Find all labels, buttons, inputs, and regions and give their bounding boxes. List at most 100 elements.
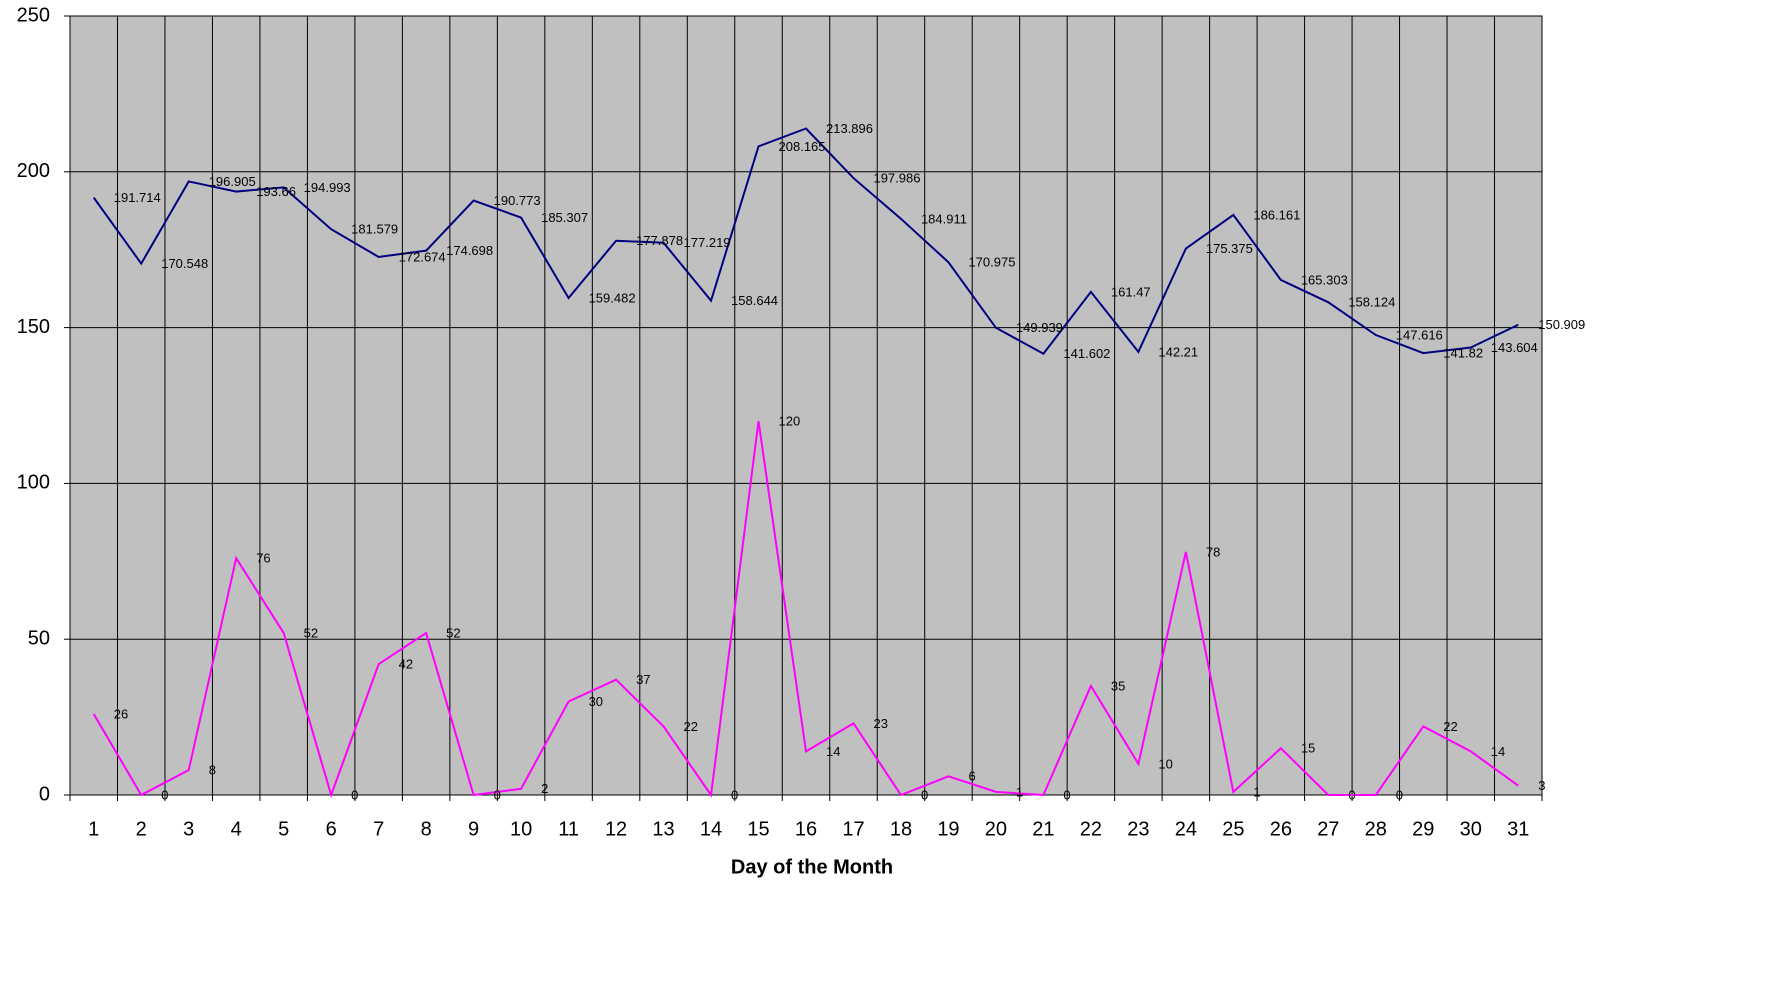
plot-area xyxy=(70,16,1542,795)
data-label: 2 xyxy=(541,781,548,796)
data-label: 141.602 xyxy=(1063,346,1110,361)
data-label: 6 xyxy=(968,769,975,784)
data-label: 141.82 xyxy=(1443,346,1483,361)
x-tick-label: 31 xyxy=(1507,818,1529,840)
data-label: 143.604 xyxy=(1491,340,1538,355)
data-label: 76 xyxy=(256,551,270,566)
data-label: 0 xyxy=(921,787,928,802)
data-label: 186.161 xyxy=(1253,207,1300,222)
x-tick-label: 4 xyxy=(231,818,242,840)
data-label: 1 xyxy=(1253,784,1260,799)
x-tick-label: 5 xyxy=(278,818,289,840)
data-label: 196.905 xyxy=(209,174,256,189)
data-label: 150.909 xyxy=(1538,317,1585,332)
x-tick-label: 11 xyxy=(558,818,579,840)
data-label: 0 xyxy=(1348,787,1355,802)
x-tick-label: 19 xyxy=(937,818,959,840)
data-label: 177.878 xyxy=(636,233,683,248)
data-label: 159.482 xyxy=(589,290,636,305)
x-tick-label: 25 xyxy=(1222,818,1244,840)
data-label: 190.773 xyxy=(494,193,541,208)
data-label: 170.975 xyxy=(968,255,1015,270)
data-label: 149.939 xyxy=(1016,320,1063,335)
data-label: 172.674 xyxy=(399,249,446,264)
x-tick-label: 22 xyxy=(1080,818,1102,840)
data-label: 23 xyxy=(873,716,887,731)
series-line xyxy=(92,420,1519,799)
data-label: 30 xyxy=(589,694,603,709)
data-label: 26 xyxy=(114,706,128,721)
x-tick-label: 12 xyxy=(605,818,627,840)
data-label: 10 xyxy=(1158,756,1172,771)
data-label: 14 xyxy=(1491,744,1505,759)
data-label: 1 xyxy=(1016,784,1023,799)
x-tick-label: 13 xyxy=(652,818,674,840)
data-label: 213.896 xyxy=(826,121,873,136)
data-label: 52 xyxy=(304,625,318,640)
x-tick-label: 15 xyxy=(747,818,769,840)
x-axis-title: Day of the Month xyxy=(731,856,893,878)
data-label: 0 xyxy=(494,787,501,802)
data-label: 185.307 xyxy=(541,210,588,225)
data-label: 15 xyxy=(1301,741,1315,756)
data-label: 184.911 xyxy=(921,211,967,226)
data-label: 14 xyxy=(826,744,840,759)
data-label: 208.165 xyxy=(779,139,826,154)
data-label: 197.986 xyxy=(873,171,920,186)
data-label: 0 xyxy=(161,787,168,802)
data-label: 42 xyxy=(399,657,413,672)
data-label: 0 xyxy=(1396,787,1403,802)
x-tick-label: 8 xyxy=(421,818,432,840)
x-tick-label: 3 xyxy=(183,818,194,840)
data-label: 142.21 xyxy=(1158,344,1198,359)
x-tick-label: 23 xyxy=(1127,818,1149,840)
x-tick-label: 2 xyxy=(136,818,147,840)
x-tick-label: 26 xyxy=(1270,818,1292,840)
data-label: 78 xyxy=(1206,544,1220,559)
data-label: 174.698 xyxy=(446,243,493,258)
plot-border xyxy=(69,15,1543,796)
data-label: 35 xyxy=(1111,678,1125,693)
data-label: 0 xyxy=(731,787,738,802)
x-tick-label: 18 xyxy=(890,818,912,840)
data-label: 22 xyxy=(684,719,698,734)
x-tick-label: 10 xyxy=(510,818,532,840)
data-label: 175.375 xyxy=(1206,241,1253,256)
x-tick-label: 21 xyxy=(1032,818,1054,840)
x-tick-label: 28 xyxy=(1365,818,1387,840)
y-tick-label: 150 xyxy=(17,316,50,338)
x-tick-label: 14 xyxy=(700,818,722,840)
x-tick-label: 16 xyxy=(795,818,817,840)
data-label: 147.616 xyxy=(1396,327,1443,342)
data-label: 194.993 xyxy=(304,180,351,195)
x-tick-label: 1 xyxy=(88,818,99,840)
data-label: 181.579 xyxy=(351,222,398,237)
data-label: 0 xyxy=(351,787,358,802)
y-tick-label: 100 xyxy=(17,472,50,494)
data-label: 191.714 xyxy=(114,190,161,205)
x-tick-label: 20 xyxy=(985,818,1007,840)
x-tick-label: 27 xyxy=(1317,818,1339,840)
y-tick-label: 250 xyxy=(17,4,50,26)
y-tick-label: 200 xyxy=(17,160,50,182)
x-tick-label: 17 xyxy=(842,818,864,840)
data-label: 0 xyxy=(1063,787,1070,802)
y-tick-label: 50 xyxy=(28,627,50,649)
x-tick-label: 29 xyxy=(1412,818,1434,840)
data-label: 158.124 xyxy=(1348,295,1395,310)
y-tick-label: 0 xyxy=(39,783,50,805)
data-label: 193.66 xyxy=(256,184,296,199)
x-tick-label: 24 xyxy=(1175,818,1197,840)
data-label: 37 xyxy=(636,672,650,687)
data-label: 177.219 xyxy=(684,235,731,250)
data-label: 3 xyxy=(1538,778,1545,793)
x-tick-label: 7 xyxy=(373,818,384,840)
series-line xyxy=(92,127,1519,356)
x-tick-label: 6 xyxy=(326,818,337,840)
data-label: 158.644 xyxy=(731,293,778,308)
data-label: 170.548 xyxy=(161,256,208,271)
data-label: 161.47 xyxy=(1111,284,1151,299)
data-label: 120 xyxy=(779,414,801,429)
